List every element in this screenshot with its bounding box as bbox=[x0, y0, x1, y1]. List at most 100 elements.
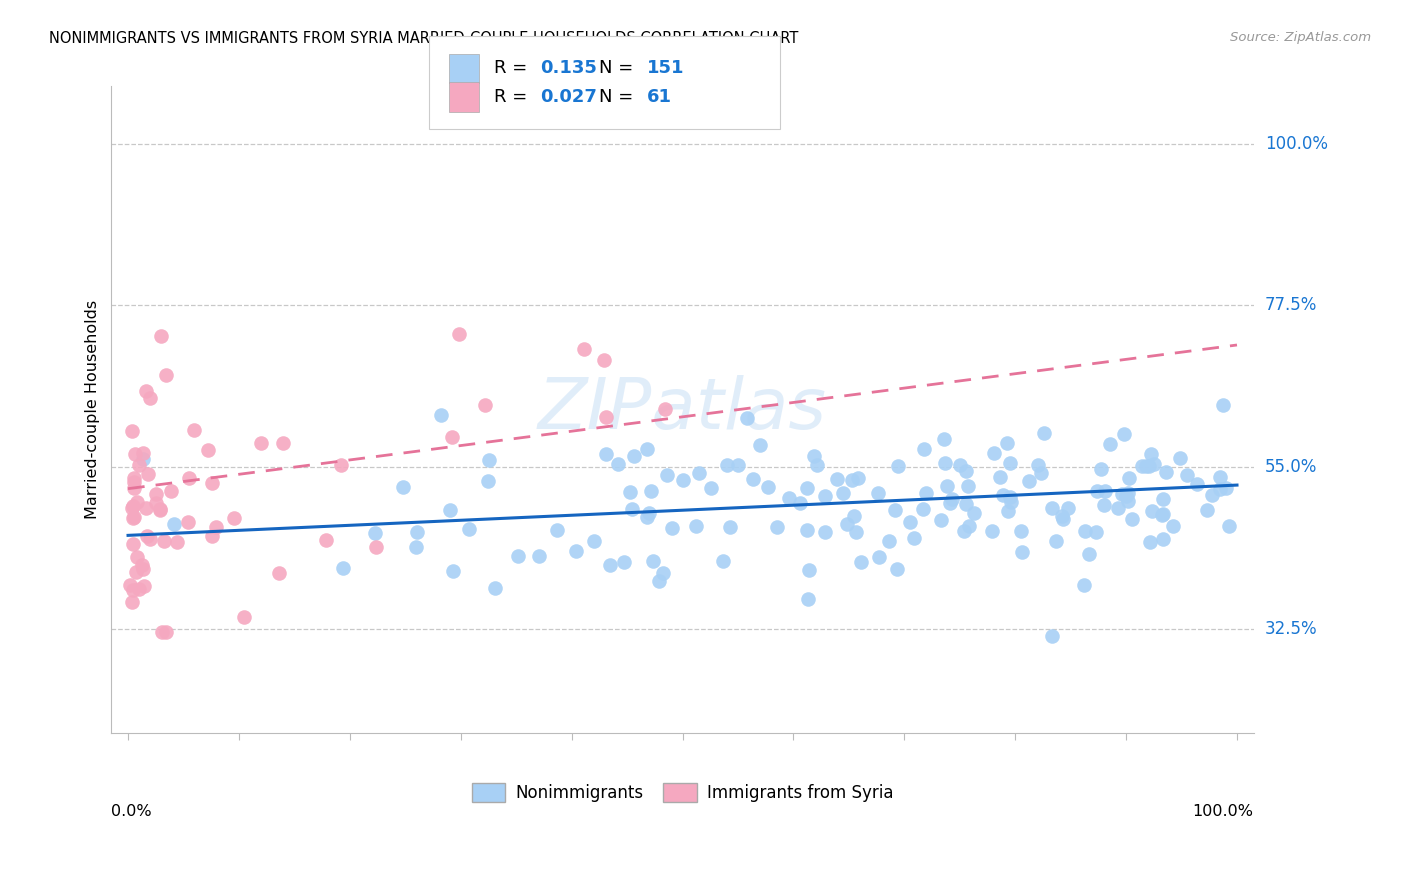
Point bbox=[623, 449, 645, 463]
Point bbox=[1040, 629, 1063, 643]
Point bbox=[1152, 532, 1174, 546]
Text: N =: N = bbox=[599, 59, 638, 78]
Point bbox=[125, 495, 148, 509]
Text: Source: ZipAtlas.com: Source: ZipAtlas.com bbox=[1230, 31, 1371, 45]
Point bbox=[139, 532, 162, 546]
Point bbox=[122, 509, 145, 524]
Point bbox=[599, 558, 621, 572]
Point bbox=[1118, 471, 1140, 485]
Legend: Nonimmigrants, Immigrants from Syria: Nonimmigrants, Immigrants from Syria bbox=[465, 776, 900, 809]
Point bbox=[936, 479, 959, 493]
Point bbox=[956, 479, 979, 493]
Point bbox=[957, 519, 980, 533]
Text: 0.135: 0.135 bbox=[540, 59, 596, 78]
Point bbox=[1215, 481, 1237, 495]
Point bbox=[1077, 547, 1099, 561]
Point bbox=[1011, 545, 1033, 559]
Point bbox=[121, 499, 143, 513]
Point bbox=[651, 566, 673, 580]
Point bbox=[125, 566, 148, 580]
Point bbox=[1209, 482, 1232, 496]
Point bbox=[484, 581, 506, 595]
Point bbox=[1114, 427, 1136, 442]
Point bbox=[405, 541, 427, 555]
Point bbox=[1073, 578, 1095, 592]
Point bbox=[606, 457, 628, 471]
Point bbox=[121, 424, 143, 438]
Point bbox=[806, 458, 828, 472]
Point bbox=[124, 475, 146, 490]
Point bbox=[1143, 458, 1166, 472]
Point bbox=[636, 442, 658, 456]
Point bbox=[1000, 490, 1022, 504]
Point bbox=[155, 625, 177, 640]
Point bbox=[643, 554, 665, 568]
Point bbox=[997, 436, 1019, 450]
Point bbox=[163, 516, 186, 531]
Point bbox=[1045, 534, 1067, 549]
Point bbox=[128, 458, 150, 472]
Point bbox=[128, 582, 150, 596]
Point bbox=[619, 485, 641, 500]
Point bbox=[1000, 494, 1022, 508]
Point bbox=[1170, 450, 1192, 465]
Point bbox=[1040, 500, 1063, 515]
Point bbox=[735, 411, 758, 425]
Point bbox=[845, 524, 868, 539]
Point bbox=[546, 523, 568, 537]
Point bbox=[135, 384, 157, 398]
Point bbox=[1142, 504, 1164, 518]
Point bbox=[153, 534, 176, 549]
Point bbox=[700, 481, 723, 495]
Point bbox=[1201, 488, 1223, 502]
Point bbox=[953, 524, 976, 538]
Point bbox=[1154, 465, 1177, 479]
Point bbox=[1161, 519, 1184, 533]
Point bbox=[120, 578, 142, 592]
Point bbox=[851, 555, 873, 569]
Text: 100.0%: 100.0% bbox=[1265, 135, 1327, 153]
Point bbox=[429, 408, 451, 422]
Point bbox=[832, 486, 855, 500]
Point bbox=[449, 327, 471, 342]
Point bbox=[1056, 501, 1078, 516]
Point bbox=[183, 423, 205, 437]
Point bbox=[1130, 459, 1153, 474]
Point bbox=[127, 549, 149, 564]
Point bbox=[1010, 524, 1032, 538]
Point bbox=[898, 515, 921, 529]
Point bbox=[149, 502, 172, 516]
Point bbox=[955, 464, 977, 478]
Point bbox=[166, 535, 188, 549]
Y-axis label: Married-couple Households: Married-couple Households bbox=[86, 300, 100, 519]
Text: 151: 151 bbox=[647, 59, 685, 78]
Point bbox=[866, 486, 889, 500]
Point bbox=[688, 466, 710, 480]
Point bbox=[647, 574, 669, 589]
Point bbox=[1052, 512, 1074, 526]
Point bbox=[593, 353, 616, 368]
Point bbox=[756, 479, 779, 493]
Point bbox=[595, 410, 617, 425]
Point bbox=[911, 502, 934, 516]
Point bbox=[131, 452, 153, 467]
Point bbox=[201, 529, 224, 543]
Point bbox=[457, 522, 479, 536]
Point bbox=[474, 398, 496, 412]
Point bbox=[363, 526, 385, 541]
Point bbox=[1116, 485, 1139, 500]
Point bbox=[273, 436, 295, 450]
Point bbox=[655, 468, 678, 483]
Point bbox=[267, 566, 290, 581]
Point bbox=[441, 430, 464, 444]
Point bbox=[1111, 487, 1133, 501]
Point bbox=[934, 456, 956, 470]
Point bbox=[912, 442, 935, 457]
Point bbox=[205, 520, 228, 534]
Point bbox=[315, 533, 337, 547]
Point bbox=[748, 438, 770, 452]
Point bbox=[332, 561, 354, 575]
Point bbox=[983, 446, 1005, 460]
Point bbox=[131, 558, 153, 573]
Point bbox=[224, 511, 246, 525]
